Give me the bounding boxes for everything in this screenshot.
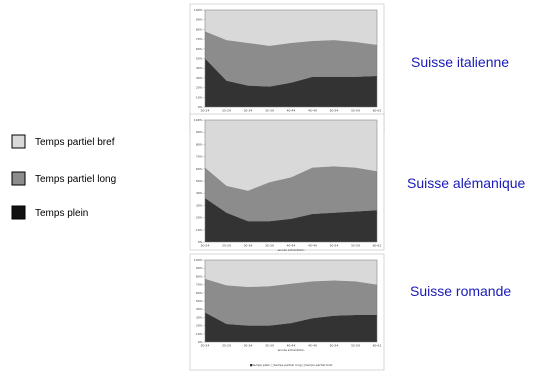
area-temps-partiel-long [205,166,377,222]
y-tick-label: 100% [194,8,203,12]
x-axis-label: année échantillon [278,248,305,252]
y-tick-label: 0% [198,240,203,244]
y-tick-label: 50% [196,179,203,183]
chart-suisse-italienne: 0% 10% 20% 30% 40% 50% 60% 70% 80% 90% 100% 20-24 25… [189,3,385,133]
x-tick-label: 40-44 [287,109,296,113]
x-tick-label: 30-34 [244,109,253,113]
y-tick-label: 90% [196,266,203,270]
y-tick-label: 90% [196,18,203,22]
y-tick-label: 70% [196,37,203,41]
legend-swatch-full-time [11,205,26,220]
x-tick-label: 60-61 [373,109,382,113]
x-tick-label: 55-59 [351,244,360,248]
legend-swatch-short-part-time [11,134,26,149]
y-tick-label: 30% [196,76,203,80]
y-tick-label: 60% [196,167,203,171]
y-tick-label: 30% [196,203,203,207]
area-temps-plein [205,312,377,342]
x-tick-label: 45-49 [308,109,317,113]
area-temps-partiel-bref [205,10,377,46]
y-tick-label: 0% [198,340,203,344]
area-temps-plein [205,198,377,242]
y-tick-label: 50% [196,57,203,61]
region-label-german: Suisse alémanique [407,175,526,191]
x-tick-label: 35-39 [265,109,274,113]
region-label-romand: Suisse romande [410,283,511,299]
legend-label-full-time: Temps plein [35,208,88,219]
shared-legend: Temps partiel bref Temps partiel long Te… [11,134,116,220]
x-tick-label: 45-49 [308,244,317,248]
x-tick-label: 35-39 [265,244,274,248]
x-axis-label: année échantillon [278,348,305,352]
y-tick-label: 50% [196,299,203,303]
x-tick-label: 55-59 [351,344,360,348]
x-tick-label: 55-59 [351,109,360,113]
x-tick-label: 50-54 [330,109,339,113]
y-tick-label: 70% [196,283,203,287]
y-tick-label: 80% [196,142,203,146]
y-tick-label: 100% [194,118,203,122]
area-temps-plein [205,58,377,107]
y-tick-label: 80% [196,274,203,278]
x-tick-label: 25-29 [222,244,231,248]
y-tick-label: 30% [196,315,203,319]
area-temps-partiel-long [205,31,377,87]
chart-suisse-romande: 0% 10% 20% 30% 40% 50% 60% 70% 80% 90% 100% 20-24 25… [189,253,385,371]
y-tick-label: 20% [196,216,203,220]
y-tick-label: 10% [196,228,203,232]
area-temps-partiel-long [205,278,377,326]
y-tick-label: 10% [196,332,203,336]
area-temps-partiel-bref [205,260,377,288]
area-temps-partiel-bref [205,120,377,191]
x-tick-label: 40-44 [287,344,296,348]
x-tick-label: 50-54 [330,344,339,348]
x-tick-label: 20-24 [201,244,210,248]
y-tick-label: 60% [196,47,203,51]
x-tick-label: 40-44 [287,244,296,248]
y-tick-label: 80% [196,27,203,31]
y-tick-label: 0% [198,105,203,109]
y-tick-label: 90% [196,130,203,134]
x-tick-label: 20-24 [201,109,210,113]
x-tick-label: 20-24 [201,344,210,348]
y-tick-label: 60% [196,291,203,295]
chart-legend: ■temps plein □temps partiel long □temps … [250,363,333,367]
region-label-italian: Suisse italienne [411,54,509,70]
y-tick-label: 40% [196,66,203,70]
x-tick-label: 25-29 [222,109,231,113]
x-tick-label: 30-34 [244,244,253,248]
y-tick-label: 40% [196,307,203,311]
x-tick-label: 25-29 [222,344,231,348]
y-tick-label: 70% [196,155,203,159]
legend-swatch-long-part-time [11,171,26,186]
x-tick-label: 45-49 [308,344,317,348]
y-tick-label: 40% [196,191,203,195]
y-tick-label: 10% [196,95,203,99]
y-tick-label: 20% [196,324,203,328]
x-tick-label: 50-54 [330,244,339,248]
y-tick-label: 100% [194,258,203,262]
x-tick-label: 35-39 [265,344,274,348]
legend-label-long-part-time: Temps partiel long [35,174,116,185]
y-tick-label: 20% [196,86,203,90]
x-tick-label: 60-61 [373,244,382,248]
x-tick-label: 30-34 [244,344,253,348]
x-tick-label: 60-61 [373,344,382,348]
legend-label-short-part-time: Temps partiel bref [35,137,115,148]
chart-suisse-alemanique: 0% 10% 20% 30% 40% 50% 60% 70% 80% 90% 100% 20-24 25… [189,113,385,252]
